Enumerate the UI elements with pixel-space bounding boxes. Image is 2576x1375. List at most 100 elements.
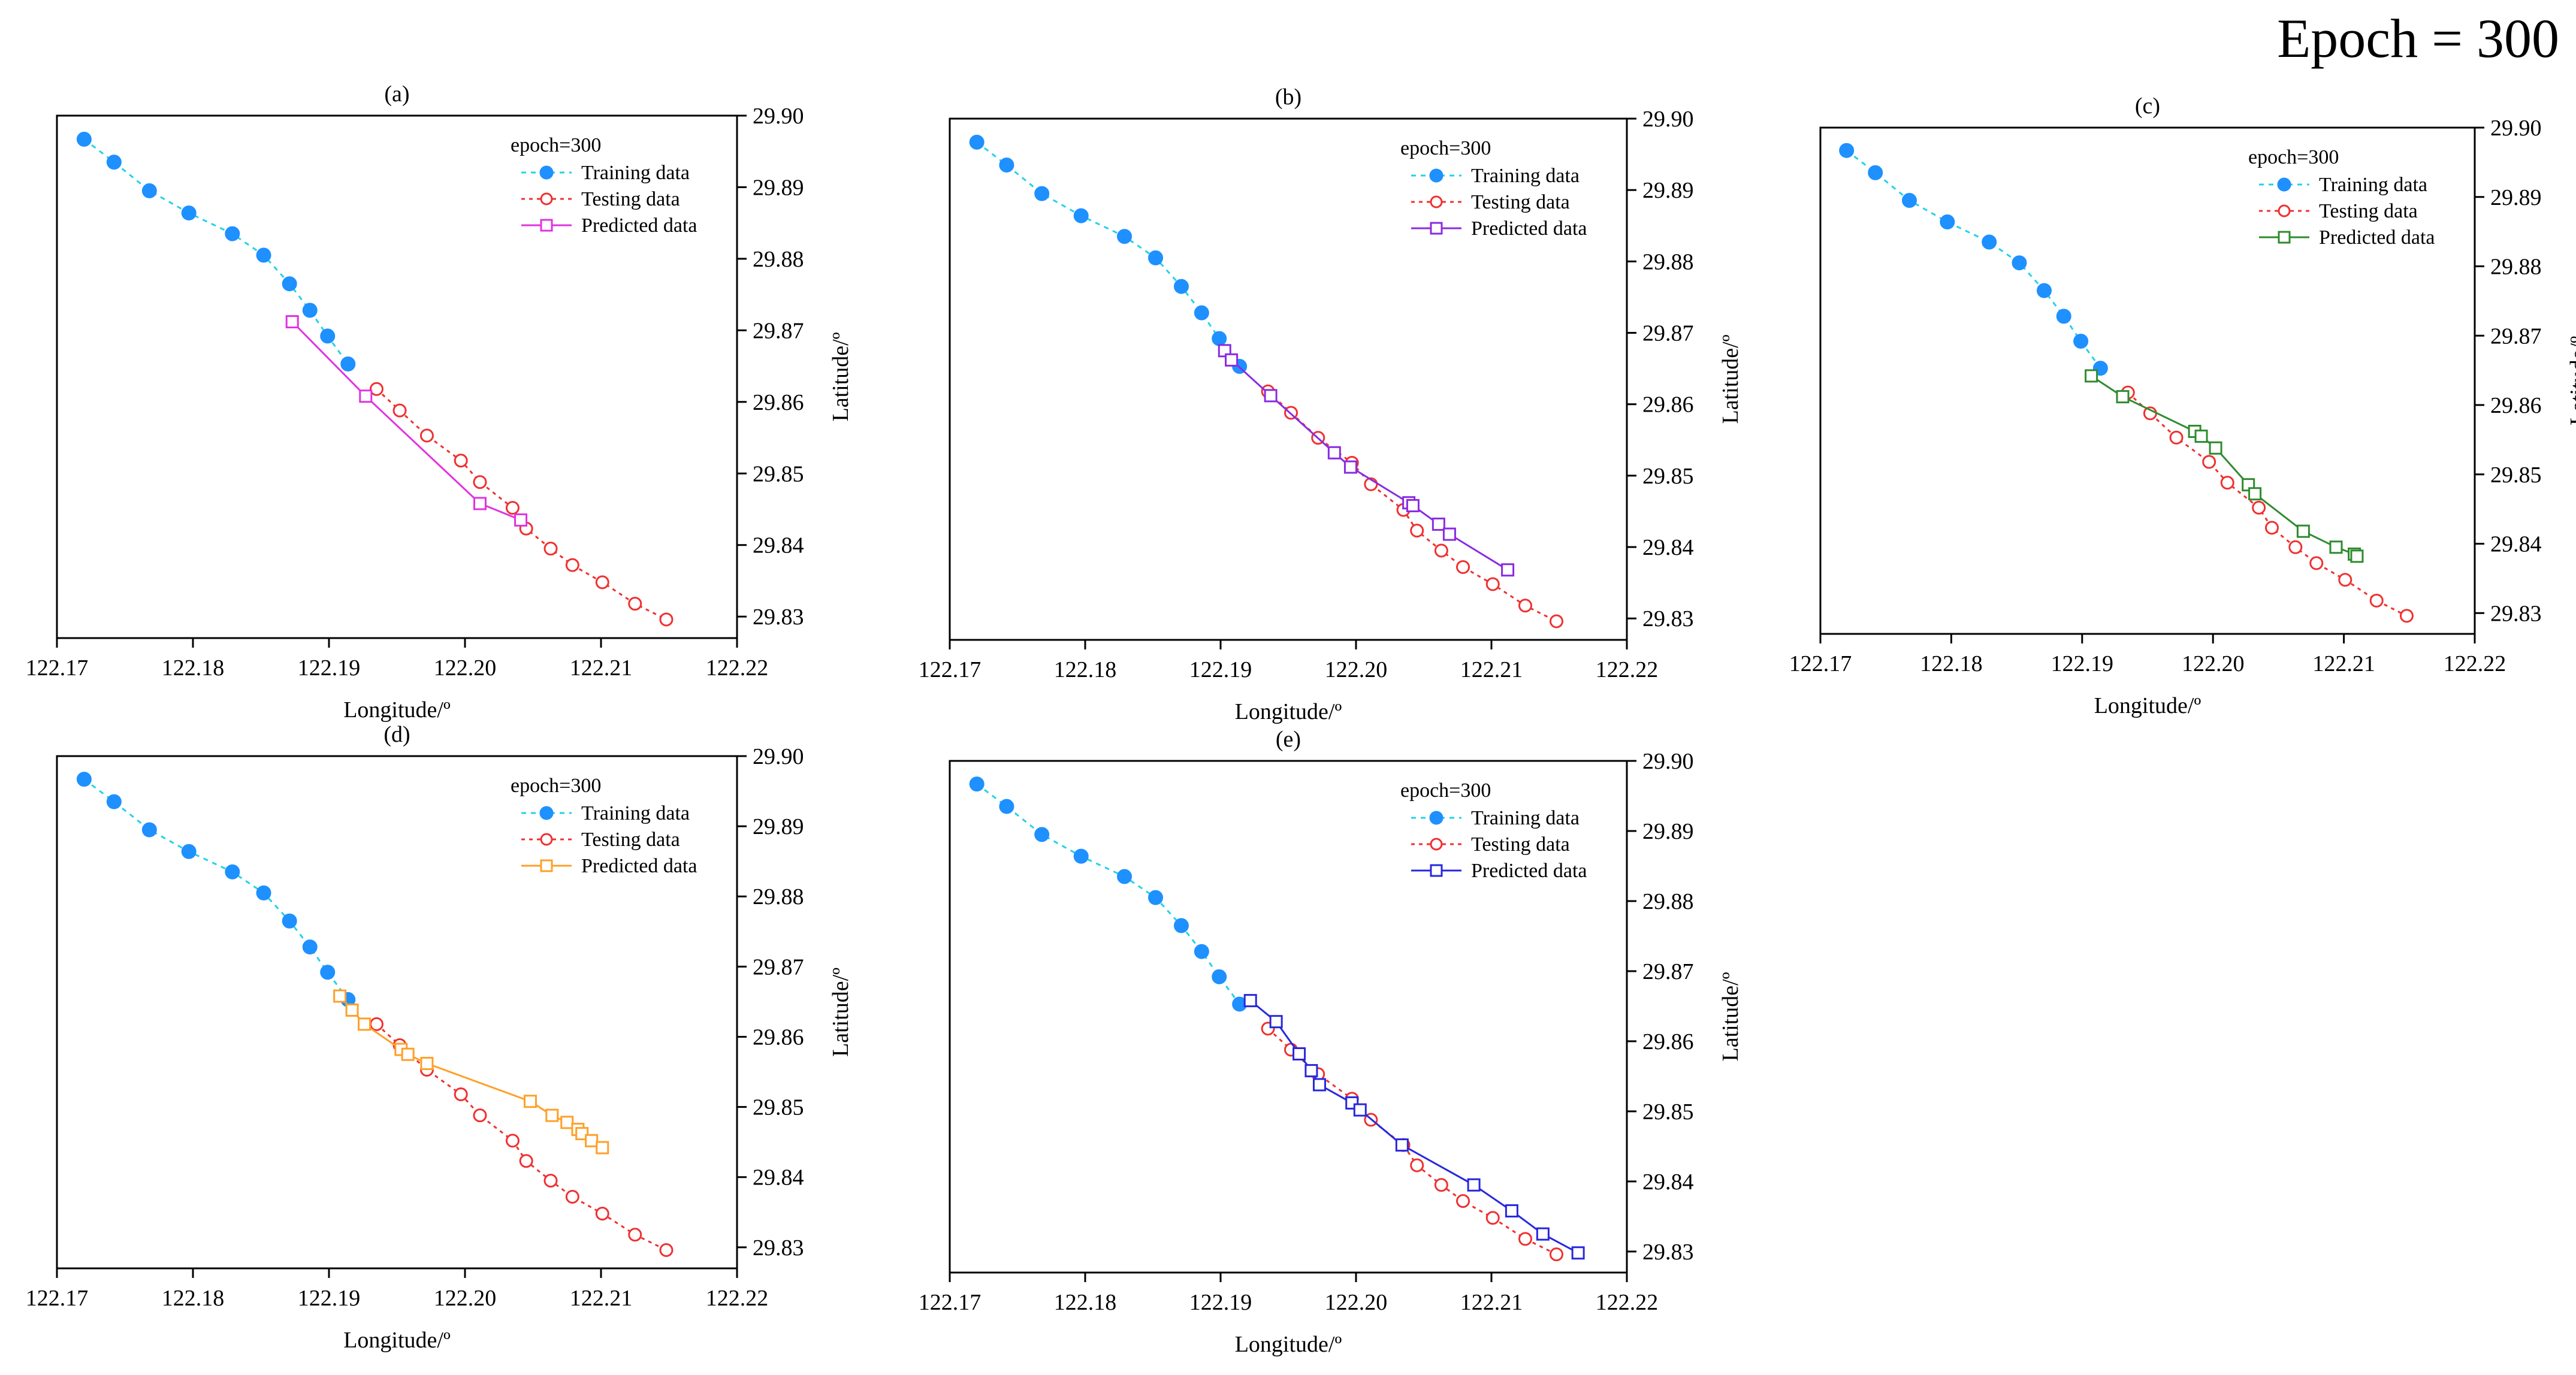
data-point xyxy=(575,1127,589,1141)
data-point xyxy=(285,315,299,329)
data-point xyxy=(628,597,642,611)
data-point xyxy=(401,1047,415,1061)
data-point xyxy=(2085,369,2098,383)
data-point xyxy=(2012,255,2027,271)
data-point xyxy=(2169,430,2184,445)
data-point xyxy=(2194,430,2208,443)
y-tick-label: 29.88 xyxy=(753,247,804,272)
data-point xyxy=(2209,441,2222,455)
x-tick-label: 122.19 xyxy=(1189,657,1252,682)
data-point xyxy=(1536,1227,1550,1241)
data-point xyxy=(1501,563,1515,577)
data-point xyxy=(543,1174,558,1188)
data-point xyxy=(659,612,674,627)
y-tick-label: 29.84 xyxy=(1642,535,1694,560)
data-point xyxy=(1173,279,1189,294)
series-predicted-data xyxy=(333,989,609,1155)
data-point xyxy=(1225,353,1239,367)
series-predicted-data xyxy=(285,315,528,527)
x-tick-label: 122.17 xyxy=(26,655,89,681)
chart-panel-3: (c) 122.17 122.18 122.19 122.20 122.21 122.22 2… xyxy=(1789,93,2576,718)
data-point xyxy=(358,1017,372,1031)
y-axis-label: Latitude/º xyxy=(1718,972,1743,1061)
legend-title: epoch=300 xyxy=(1400,137,1491,159)
data-point xyxy=(2248,487,2262,501)
legend-marker xyxy=(540,833,553,846)
series-line xyxy=(1249,999,1579,1254)
legend: epoch=300 Training data Testing data Predic… xyxy=(2248,146,2435,249)
x-tick-label: 122.20 xyxy=(2182,651,2245,676)
series-training-data xyxy=(969,134,1248,374)
data-point xyxy=(505,1134,520,1148)
x-tick-label: 122.22 xyxy=(1596,1290,1659,1315)
series-training-data xyxy=(969,776,1248,1012)
x-tick-label: 122.17 xyxy=(919,657,982,682)
data-point xyxy=(320,965,336,980)
x-axis-label: Longitude/º xyxy=(343,697,451,723)
series-testing-data xyxy=(1261,1022,1563,1262)
x-tick-label: 122.19 xyxy=(298,655,361,681)
data-point xyxy=(565,1190,579,1204)
data-point xyxy=(1434,1178,1448,1192)
data-point xyxy=(1456,560,1470,574)
data-point xyxy=(473,1108,487,1123)
data-point xyxy=(2056,309,2071,324)
legend-marker xyxy=(540,192,553,206)
data-point xyxy=(256,885,271,900)
y-tick-label: 29.83 xyxy=(2490,601,2542,626)
series-predicted-data xyxy=(2085,369,2364,563)
y-tick-label: 29.85 xyxy=(2490,463,2542,488)
data-point xyxy=(302,303,318,318)
legend-label: Testing data xyxy=(1471,191,1570,213)
y-tick-label: 29.83 xyxy=(753,1235,804,1261)
x-tick-label: 122.20 xyxy=(434,1286,497,1311)
data-point xyxy=(473,475,487,489)
y-tick-label: 29.90 xyxy=(1642,749,1694,774)
data-point xyxy=(454,1087,468,1102)
y-tick-label: 29.85 xyxy=(1642,464,1694,489)
data-point xyxy=(1940,214,1955,229)
data-point xyxy=(1485,1211,1500,1225)
data-point xyxy=(106,155,122,170)
panel-title: (e) xyxy=(1276,727,1301,752)
legend-marker xyxy=(540,219,553,232)
data-point xyxy=(1073,208,1089,223)
legend-label: Predicted data xyxy=(581,855,697,877)
x-tick-label: 122.19 xyxy=(2051,651,2114,676)
y-tick-label: 29.87 xyxy=(753,318,804,343)
y-tick-label: 29.87 xyxy=(2490,324,2542,349)
series-line xyxy=(376,1023,667,1251)
x-tick-label: 122.17 xyxy=(26,1286,89,1311)
data-point xyxy=(1117,869,1133,884)
data-point xyxy=(1343,460,1357,474)
y-tick-label: 29.89 xyxy=(1642,178,1694,203)
data-point xyxy=(543,542,558,556)
legend-label: Training data xyxy=(1471,807,1580,829)
data-point xyxy=(256,247,271,263)
data-point xyxy=(628,1228,642,1242)
series-testing-data xyxy=(369,1017,674,1258)
series-line xyxy=(291,321,521,521)
x-tick-label: 122.21 xyxy=(2312,651,2375,676)
data-point xyxy=(1148,250,1164,265)
plot-frame xyxy=(949,117,1628,641)
legend-label: Predicted data xyxy=(2319,226,2435,249)
data-point xyxy=(1212,969,1227,984)
legend-label: Predicted data xyxy=(1471,860,1587,882)
y-tick-label: 29.90 xyxy=(753,744,804,769)
data-point xyxy=(2220,476,2234,490)
figure-title: Epoch = 300 xyxy=(2277,8,2559,69)
data-point xyxy=(76,131,92,147)
legend-label: Testing data xyxy=(1471,833,1570,856)
data-point xyxy=(999,799,1014,814)
y-tick-label: 29.90 xyxy=(2490,116,2542,141)
y-tick-label: 29.83 xyxy=(1642,1240,1694,1265)
data-point xyxy=(419,428,434,443)
series-training-data xyxy=(76,772,356,1007)
y-tick-label: 29.88 xyxy=(2490,255,2542,280)
data-point xyxy=(969,134,985,150)
data-point xyxy=(1549,614,1563,628)
y-tick-label: 29.88 xyxy=(1642,889,1694,914)
x-tick-label: 122.18 xyxy=(1920,651,1983,676)
legend-marker xyxy=(1429,811,1443,825)
